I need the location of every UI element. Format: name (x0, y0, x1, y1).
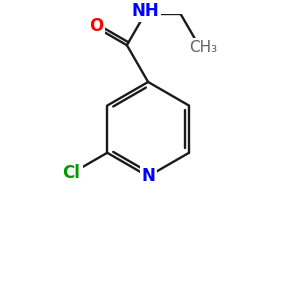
Text: NH: NH (132, 2, 160, 20)
Text: Cl: Cl (62, 164, 80, 181)
Text: N: N (141, 167, 155, 185)
Text: CH₃: CH₃ (189, 40, 218, 55)
Text: O: O (89, 17, 103, 35)
